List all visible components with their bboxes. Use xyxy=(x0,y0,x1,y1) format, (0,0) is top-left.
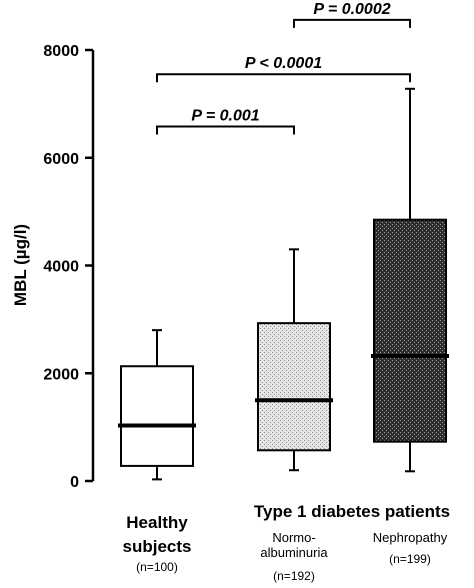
box-1 xyxy=(118,329,196,481)
box-iqr xyxy=(257,322,331,452)
sample-size-label: (n=199) xyxy=(389,552,431,566)
bracket-line xyxy=(156,125,295,135)
p-value-label: P = 0.001 xyxy=(191,108,259,125)
category-name: Normo- xyxy=(272,530,315,545)
bracket-line xyxy=(293,18,411,28)
category-name: Healthy xyxy=(126,513,188,532)
category-label-2: Normo-albuminuria (n=192) xyxy=(260,530,328,583)
box-2 xyxy=(255,248,333,472)
category-name: Nephropathy xyxy=(373,530,448,545)
sample-size-label: (n=100) xyxy=(136,560,178,574)
y-axis-label: MBL (µg/l) xyxy=(11,224,30,306)
bracket-1: P = 0.001 xyxy=(156,108,295,135)
box-3 xyxy=(371,87,449,473)
sample-size-label: (n=192) xyxy=(273,569,315,583)
bracket-2: P < 0.0001 xyxy=(156,55,411,83)
category-name: subjects xyxy=(123,537,192,556)
group-title: Type 1 diabetes patients xyxy=(254,502,450,521)
category-name: albuminuria xyxy=(260,545,328,560)
y-tick-label: 2000 xyxy=(43,366,79,383)
box-iqr xyxy=(120,365,194,467)
y-tick-label: 4000 xyxy=(43,259,79,276)
p-value-label: P < 0.0001 xyxy=(245,55,322,72)
y-axis: 0 2000 4000 6000 8000 xyxy=(43,43,95,491)
y-tick-label: 6000 xyxy=(43,151,79,168)
category-label-3: Nephropathy (n=199) xyxy=(373,530,448,566)
bracket-3: P = 0.0002 xyxy=(293,1,411,28)
significance-brackets: P = 0.001 P < 0.0001 P = 0.0002 xyxy=(156,1,411,135)
bracket-line xyxy=(156,73,411,83)
x-axis-labels: Healthy subjects (n=100) Normo-albuminuria (… xyxy=(123,513,448,583)
category-label-1: Healthy subjects (n=100) xyxy=(123,513,192,574)
box-series xyxy=(118,87,449,481)
box-iqr xyxy=(373,218,447,443)
p-value-label: P = 0.0002 xyxy=(313,1,390,18)
y-tick-label: 0 xyxy=(70,474,79,491)
y-tick-label: 8000 xyxy=(43,43,79,60)
